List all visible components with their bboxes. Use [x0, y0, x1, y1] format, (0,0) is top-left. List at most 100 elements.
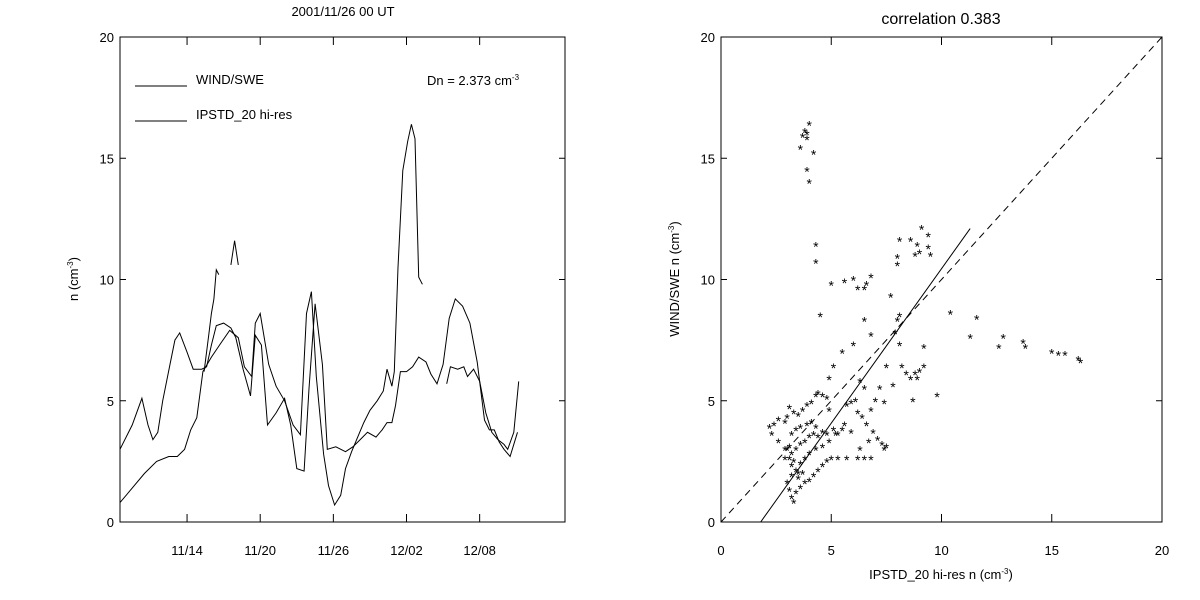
scatter-point: * — [948, 306, 954, 322]
legend-label-wind-swe: WIND/SWE — [196, 72, 264, 87]
scatter-chart: correlation 0.383 0 5 10 15 20 0 5 10 15 20 IPST… — [667, 11, 1169, 582]
scatter-point: * — [908, 234, 914, 250]
right-x-tick-label: 20 — [1155, 543, 1169, 558]
scatter-point: * — [862, 382, 868, 398]
right-y-tick-label: 20 — [701, 30, 715, 45]
scatter-point: * — [903, 367, 909, 383]
scatter-point: * — [800, 403, 806, 419]
scatter-point: * — [826, 403, 832, 419]
scatter-point: * — [787, 483, 793, 499]
scatter-point: * — [802, 125, 808, 141]
scatter-point: * — [892, 326, 898, 342]
scatter-point: * — [815, 464, 821, 480]
scatter-point: * — [815, 430, 821, 446]
ipstd-line — [119, 297, 518, 472]
scatter-point: * — [835, 428, 841, 444]
scatter-point: * — [793, 464, 799, 480]
scatter-point: * — [791, 406, 797, 422]
left-x-axis: 11/14 11/20 11/26 12/02 12/08 — [171, 37, 496, 558]
scatter-point: * — [767, 420, 773, 436]
scatter-point: * — [928, 248, 934, 264]
fit-line — [760, 228, 971, 523]
dn-annotation: Dn = 2.373 cm-3 — [427, 73, 520, 88]
scatter-point: * — [809, 416, 815, 432]
left-series-group — [119, 124, 520, 507]
scatter-point: * — [806, 176, 812, 192]
scatter-point: * — [1049, 345, 1055, 361]
scatter-point: * — [769, 428, 775, 444]
scatter-point: * — [820, 425, 826, 441]
scatter-point: * — [804, 399, 810, 415]
scatter-point: * — [840, 345, 846, 361]
left-plot-frame — [119, 36, 566, 523]
scatter-point: * — [919, 222, 925, 238]
scatter-point: * — [848, 425, 854, 441]
scatter-point: * — [811, 428, 817, 444]
scatter-point: * — [795, 467, 801, 483]
scatter-point: * — [1078, 355, 1084, 371]
scatter-point: * — [800, 129, 806, 145]
scatter-point: * — [811, 469, 817, 485]
scatter-point: * — [888, 289, 894, 305]
scatter-point: * — [802, 452, 808, 468]
scatter-point: * — [895, 251, 901, 267]
left-chart-title: 2001/11/26 00 UT — [291, 4, 394, 19]
right-y-tick-label: 15 — [701, 151, 715, 166]
scatter-point: * — [824, 454, 830, 470]
right-y-tick-label: 0 — [708, 515, 715, 530]
scatter-point: * — [809, 396, 815, 412]
right-x-tick-label: 15 — [1045, 543, 1059, 558]
scatter-point: * — [853, 394, 859, 410]
scatter-point: * — [782, 416, 788, 432]
scatter-point: * — [789, 447, 795, 463]
scatter-point: * — [884, 360, 890, 376]
scatter-point: * — [908, 372, 914, 388]
scatter-point: * — [1056, 348, 1062, 364]
scatter-point: * — [782, 452, 788, 468]
scatter-point: * — [967, 331, 973, 347]
legend: WIND/SWE IPSTD_20 hi-res — [135, 72, 293, 122]
scatter-point: * — [793, 442, 799, 458]
scatter-point: * — [915, 239, 921, 255]
identity-dashed-line — [720, 36, 1163, 523]
scatter-point: * — [793, 423, 799, 439]
scatter-point: * — [795, 408, 801, 424]
scatter-point: * — [934, 389, 940, 405]
scatter-point: * — [798, 142, 804, 158]
left-y-axis-label-text: n (cm — [66, 268, 81, 301]
scatter-point: * — [897, 234, 903, 250]
scatter-point: * — [813, 389, 819, 405]
scatter-point: * — [824, 391, 830, 407]
right-x-tick-label: 10 — [934, 543, 948, 558]
scatter-point: * — [791, 454, 797, 470]
scatter-point: * — [784, 442, 790, 458]
wind-swe-line-fragment — [203, 268, 220, 372]
scatter-point: * — [787, 401, 793, 417]
scatter-point: * — [806, 117, 812, 133]
scatter-point: * — [784, 476, 790, 492]
scatter-point: * — [820, 459, 826, 475]
scatter-point: * — [831, 423, 837, 439]
left-x-tick-label: 12/08 — [463, 543, 496, 558]
left-y-tick-label: 10 — [100, 273, 114, 288]
scatter-point: * — [897, 338, 903, 354]
right-y-axis-label-text: WIND/SWE n (cm — [667, 233, 682, 337]
left-y-tick-label: 5 — [107, 394, 114, 409]
right-x-tick-label: 0 — [717, 543, 724, 558]
right-y-axis-label-sup: -3 — [667, 225, 676, 233]
scatter-point: * — [795, 471, 801, 487]
scatter-point: * — [842, 418, 848, 434]
scatter-point: * — [884, 440, 890, 456]
scatter-point: * — [974, 311, 980, 327]
scatter-point: * — [851, 273, 857, 289]
wind-swe-line-fragment — [230, 240, 239, 265]
scatter-point: * — [855, 452, 861, 468]
scatter-point: * — [820, 440, 826, 456]
left-x-tick-label: 11/14 — [171, 543, 203, 558]
scatter-point: * — [899, 360, 905, 376]
scatter-point: * — [804, 418, 810, 434]
scatter-point: * — [800, 467, 806, 483]
scatter-point: * — [771, 418, 777, 434]
scatter-point: * — [802, 435, 808, 451]
scatter-point: * — [1001, 331, 1007, 347]
